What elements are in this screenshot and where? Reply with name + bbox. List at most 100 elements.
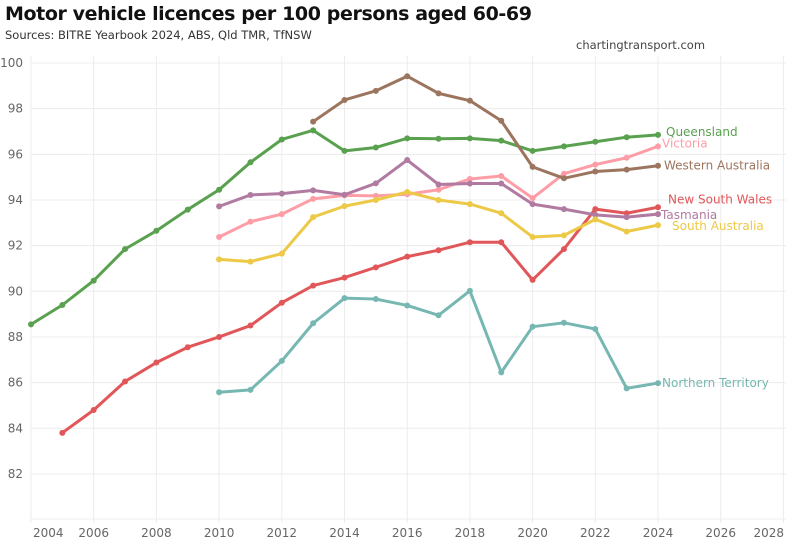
point-queensland [278,136,285,143]
point-western-australia [341,96,348,103]
point-western-australia [435,90,442,97]
point-south-australia [278,250,285,257]
point-victoria [372,192,379,199]
label-new-south-wales: New South Wales [668,192,772,206]
y-tick-label: 84 [8,421,23,435]
point-queensland [153,227,160,234]
point-new-south-wales [498,239,505,246]
point-tasmania [372,180,379,187]
x-tick-label: 2020 [517,526,548,540]
x-tick-label: 2018 [455,526,486,540]
point-south-australia [623,228,630,235]
point-victoria [529,195,536,202]
series-queensland [28,127,661,328]
point-south-australia [404,188,411,195]
point-south-australia [310,214,317,221]
point-tasmania [623,214,630,221]
point-queensland [404,135,411,142]
point-tasmania [466,180,473,187]
point-tasmania [560,206,567,213]
point-queensland [435,135,442,142]
point-victoria [310,195,317,202]
x-tick-label: 2026 [705,526,736,540]
point-western-australia [310,118,317,125]
label-tasmania: Tasmania [660,208,717,222]
point-northern-territory [372,296,379,303]
series-western-australia [310,73,661,182]
point-tasmania [278,190,285,197]
series-south-australia [216,188,661,265]
point-queensland [372,144,379,151]
y-axis: 82 84 86 88 90 92 94 96 98 100 [0,56,23,481]
point-queensland [341,147,348,154]
point-tasmania [216,203,223,210]
point-victoria [247,218,254,225]
point-northern-territory [310,320,317,327]
point-northern-territory [592,325,599,332]
point-south-australia [372,196,379,203]
label-queensland: Queensland [666,125,738,139]
point-northern-territory [466,287,473,294]
label-south-australia: South Australia [672,219,764,233]
gridlines [30,56,786,523]
point-south-australia [216,256,223,263]
series-lines [28,73,661,436]
point-victoria [592,161,599,168]
point-tasmania [435,181,442,188]
point-western-australia [560,175,567,182]
point-queensland [529,147,536,154]
point-new-south-wales [529,276,536,283]
x-tick-label: 2016 [392,526,423,540]
series-tasmania [216,157,661,221]
point-tasmania [529,201,536,208]
point-victoria [498,173,505,180]
point-south-australia [655,222,661,229]
point-northern-territory [404,302,411,309]
label-northern-territory: Northern Territory [662,376,769,390]
point-new-south-wales [435,247,442,254]
y-tick-label: 94 [8,193,23,207]
y-tick-label: 96 [8,147,23,161]
x-tick-label: 2014 [329,526,360,540]
point-new-south-wales [184,344,191,351]
x-axis: 2004 2006 2008 2010 2012 2014 2016 2018 2020 2022… [33,526,784,540]
series-northern-territory [216,287,661,396]
point-new-south-wales [655,204,661,211]
x-tick-label: 2012 [267,526,298,540]
x-tick-label: 2004 [33,526,64,540]
point-northern-territory [278,357,285,364]
line-new-south-wales [60,205,660,435]
y-tick-label: 98 [8,102,23,116]
point-queensland [498,137,505,144]
chart-title: Motor vehicle licences per 100 persons a… [5,3,532,25]
point-northern-territory [247,386,254,393]
point-south-australia [435,196,442,203]
point-queensland [247,159,254,166]
x-tick-label: 2024 [643,526,674,540]
point-northern-territory [529,323,536,330]
point-new-south-wales [90,407,97,414]
y-tick-label: 90 [8,284,23,298]
point-victoria [435,186,442,193]
point-new-south-wales [404,253,411,260]
point-south-australia [592,216,599,223]
point-new-south-wales [247,322,254,329]
point-queensland [623,134,630,141]
x-tick-label: 2022 [580,526,611,540]
label-western-australia: Western Australia [664,159,770,173]
point-western-australia [529,163,536,170]
line-western-australia [311,74,660,180]
point-south-australia [466,201,473,208]
point-western-australia [466,97,473,104]
x-tick-label: 2008 [141,526,172,540]
point-south-australia [247,258,254,265]
y-tick-label: 92 [8,239,23,253]
y-tick-label: 100 [0,56,23,70]
point-western-australia [404,73,411,80]
point-tasmania [310,187,317,194]
point-new-south-wales [592,206,599,213]
point-northern-territory [341,295,348,302]
point-south-australia [560,232,567,239]
point-tasmania [498,180,505,187]
